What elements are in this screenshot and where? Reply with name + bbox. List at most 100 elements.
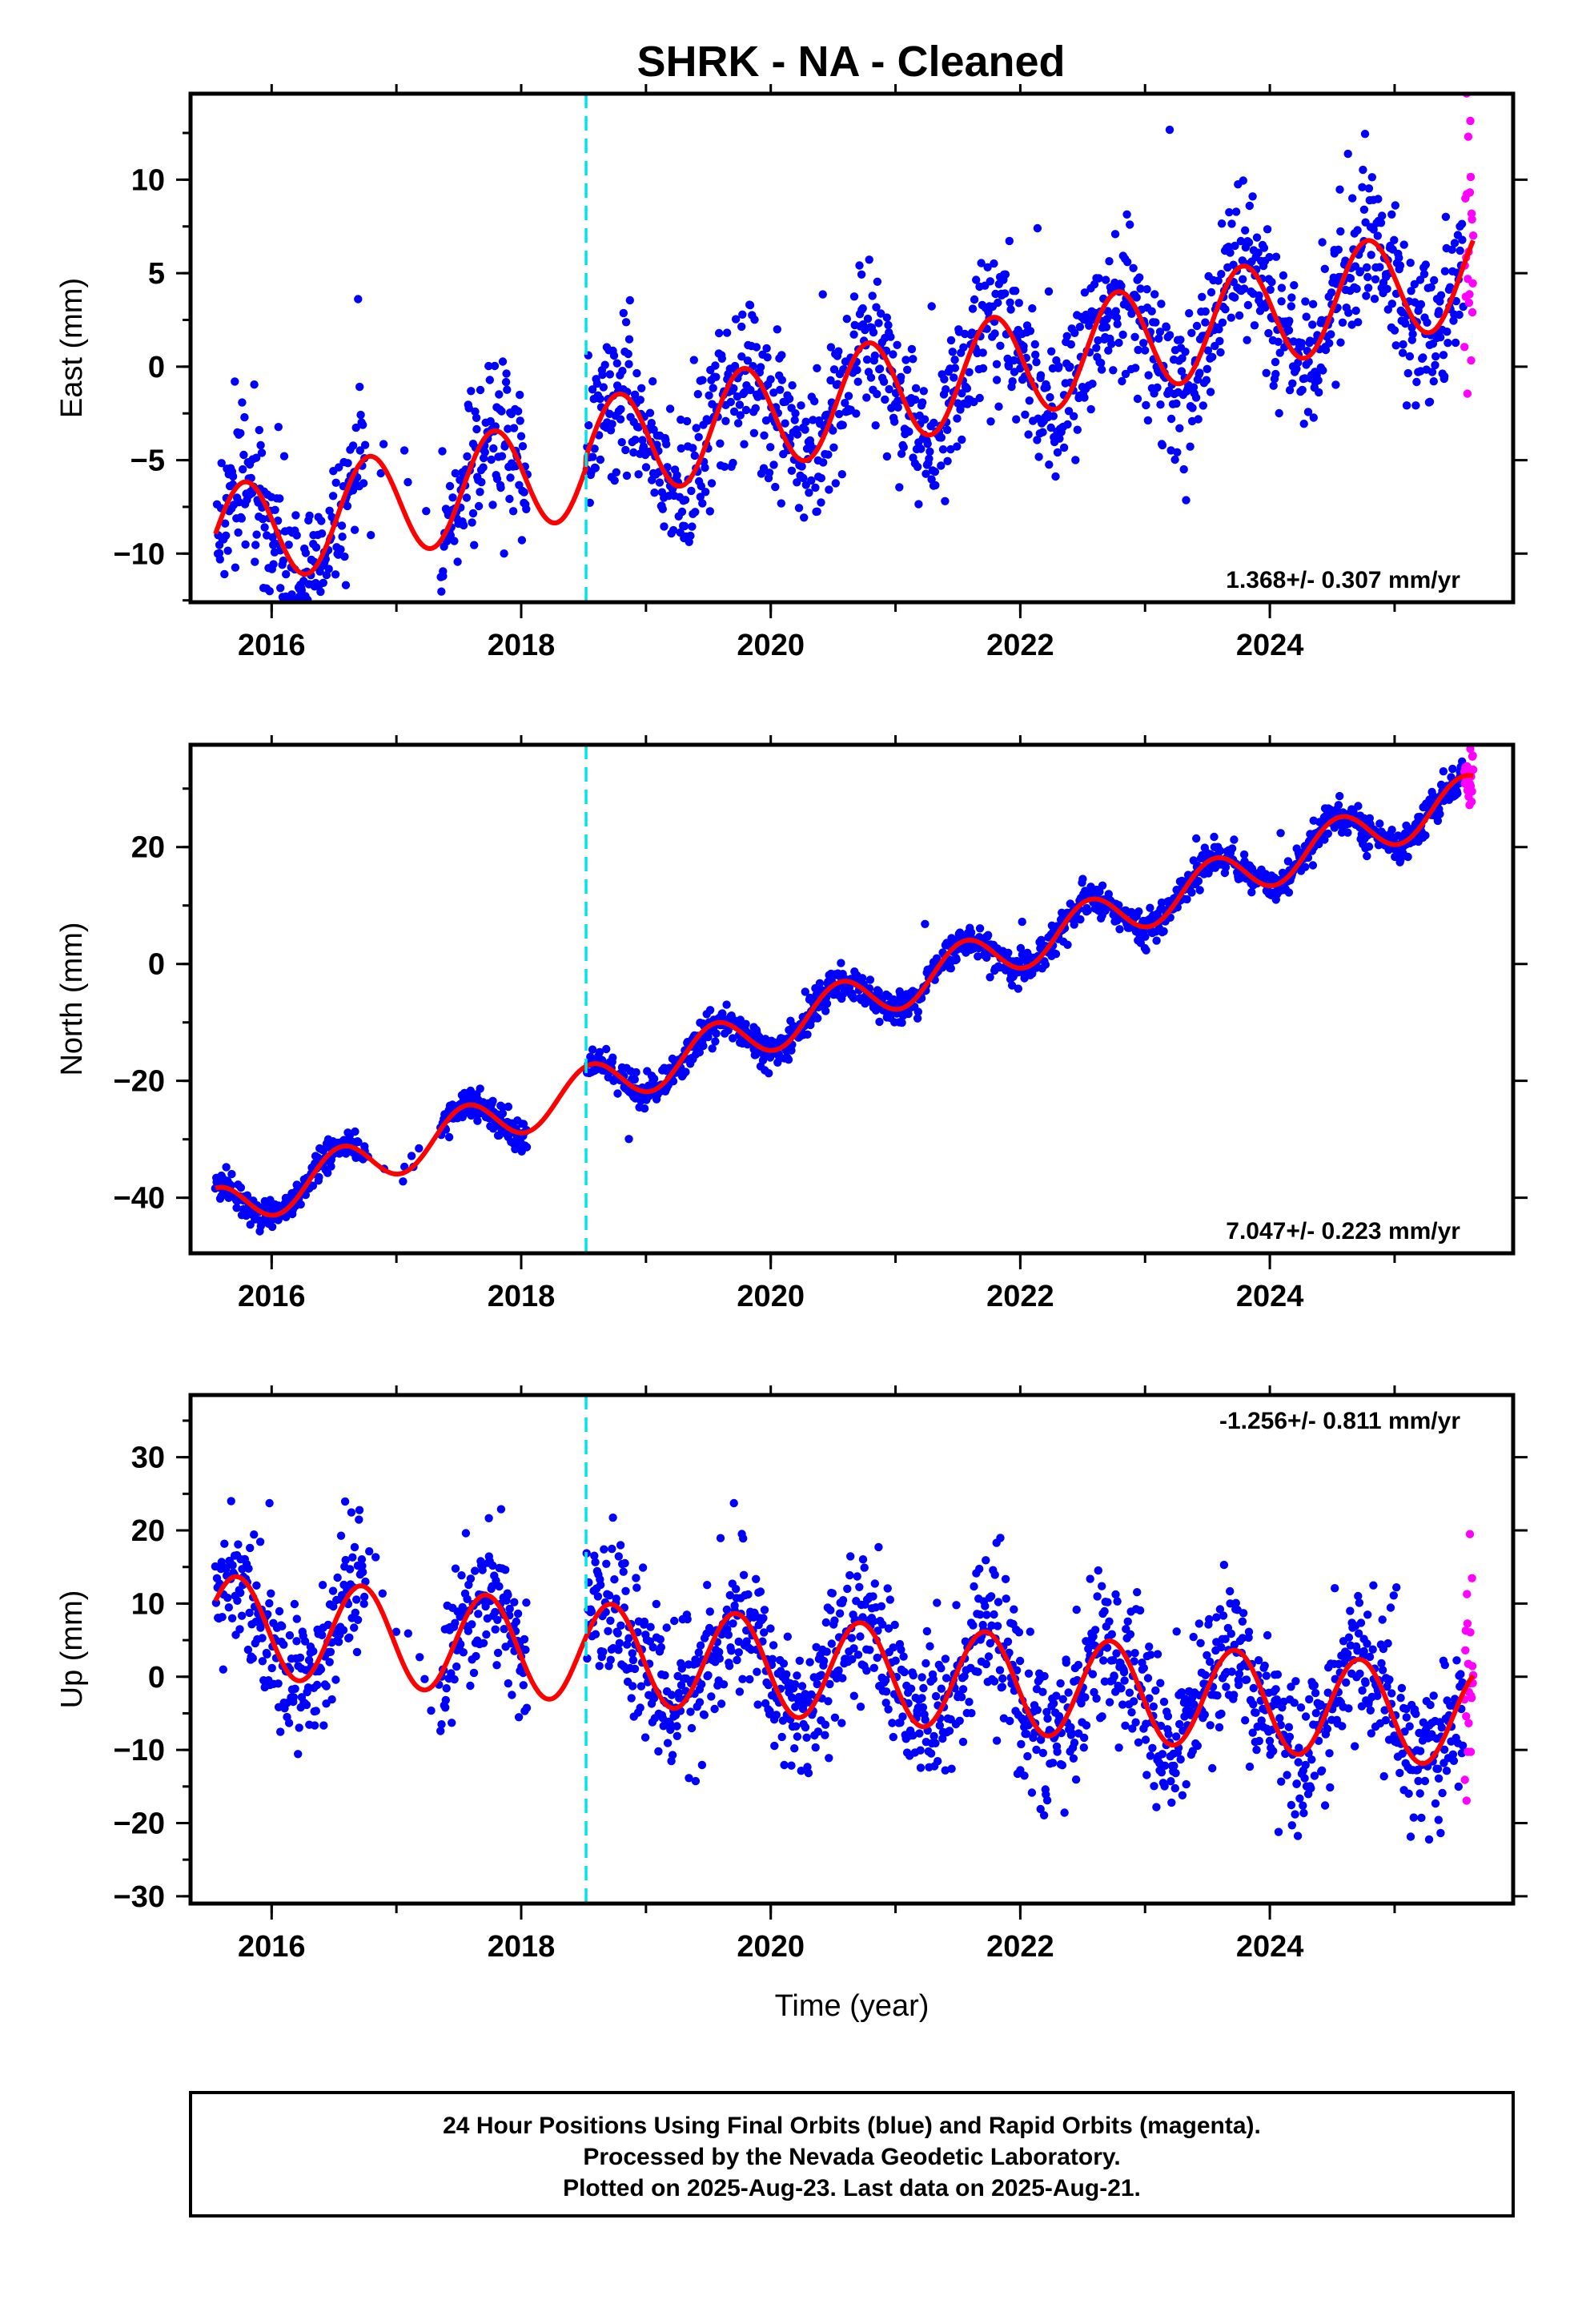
up-final-point xyxy=(331,1675,340,1684)
east-final-point xyxy=(323,617,331,625)
up-final-point xyxy=(285,1630,295,1640)
east-final-point xyxy=(1290,281,1299,290)
up-final-point xyxy=(1269,1747,1278,1755)
east-final-point xyxy=(756,363,765,372)
up-final-point xyxy=(704,1671,713,1680)
north-model-curve xyxy=(215,773,1474,1218)
up-final-point xyxy=(442,1684,451,1693)
east-final-point xyxy=(817,498,825,507)
up-final-point xyxy=(869,1592,877,1601)
east-final-point xyxy=(1046,423,1055,432)
up-final-point xyxy=(1208,1763,1217,1773)
up-final-point xyxy=(732,1585,741,1594)
up-final-point xyxy=(472,1651,480,1661)
up-final-point xyxy=(1170,1761,1178,1771)
up-final-point xyxy=(256,1623,265,1632)
up-final-point xyxy=(683,1614,692,1624)
up-final-point xyxy=(302,1700,311,1710)
up-final-point xyxy=(974,1667,982,1676)
north-final-point xyxy=(1187,888,1196,897)
east-final-point xyxy=(492,474,502,484)
up-final-point xyxy=(359,1568,367,1577)
east-final-point xyxy=(1387,210,1396,219)
east-final-point xyxy=(687,486,696,496)
up-final-point xyxy=(1171,1768,1180,1778)
up-final-point xyxy=(783,1632,792,1641)
up-final-point xyxy=(590,1551,599,1560)
up-final-point xyxy=(853,1572,861,1581)
up-final-point xyxy=(982,1556,990,1565)
up-final-point xyxy=(1126,1630,1135,1639)
east-final-point xyxy=(689,444,697,452)
east-final-point xyxy=(1297,339,1307,348)
up-final-point xyxy=(1252,1745,1261,1755)
up-final-point xyxy=(1378,1615,1387,1624)
east-final-point xyxy=(1208,352,1217,361)
east-final-point xyxy=(954,399,962,408)
east-final-point xyxy=(942,385,950,394)
east-final-point xyxy=(350,525,359,534)
up-final-point xyxy=(1072,1605,1081,1614)
east-final-point xyxy=(1156,400,1165,409)
up-final-point xyxy=(351,1608,359,1618)
north-final-point xyxy=(1435,810,1444,818)
east-final-point xyxy=(516,390,524,400)
east-final-point xyxy=(1321,345,1331,355)
up-final-point xyxy=(648,1642,657,1652)
east-final-point xyxy=(647,419,656,428)
north-final-point xyxy=(712,1029,721,1038)
east-rate-label: 1.368+/- 0.307 mm/yr xyxy=(1226,567,1460,593)
east-final-point xyxy=(1360,130,1370,139)
east-final-point xyxy=(1371,275,1380,283)
east-final-point xyxy=(805,489,813,497)
north-final-point xyxy=(1403,852,1412,862)
up-final-point xyxy=(295,1723,303,1732)
east-final-point xyxy=(1114,338,1123,348)
up-final-point xyxy=(1071,1775,1081,1784)
east-final-point xyxy=(1450,239,1460,247)
up-final-point xyxy=(752,1574,761,1584)
up-final-point xyxy=(937,1664,946,1673)
east-final-point xyxy=(1427,368,1437,376)
up-final-point xyxy=(889,1732,898,1742)
east-final-point xyxy=(1301,297,1310,306)
east-final-point xyxy=(340,552,349,561)
east-final-point xyxy=(1070,328,1079,337)
up-final-point xyxy=(604,1591,614,1600)
up-final-point xyxy=(917,1694,926,1703)
up-final-point xyxy=(466,1681,475,1691)
east-final-point xyxy=(1429,377,1439,386)
east-final-point xyxy=(1359,205,1369,214)
up-final-point xyxy=(1153,1650,1162,1659)
up-final-point xyxy=(777,1732,786,1742)
up-final-point xyxy=(727,1647,736,1655)
east-final-point xyxy=(899,443,908,452)
east-final-point xyxy=(1308,300,1318,308)
up-final-point xyxy=(223,1594,232,1602)
up-final-point xyxy=(628,1682,637,1691)
north-final-point xyxy=(1083,906,1093,915)
up-final-point xyxy=(352,1647,362,1657)
north-final-point xyxy=(323,1168,332,1177)
east-final-point xyxy=(885,384,893,394)
east-final-point xyxy=(881,395,889,404)
east-final-point xyxy=(853,365,861,375)
east-final-point xyxy=(990,259,998,268)
east-final-point xyxy=(501,377,511,387)
east-final-point xyxy=(826,343,836,352)
east-final-point xyxy=(234,528,243,537)
up-final-point xyxy=(969,1621,978,1630)
east-final-point xyxy=(467,387,476,396)
east-final-point xyxy=(1398,348,1407,357)
east-final-point xyxy=(1008,377,1017,386)
east-final-point xyxy=(610,476,619,485)
up-final-point xyxy=(870,1579,880,1588)
east-final-point xyxy=(1391,201,1400,210)
east-final-point xyxy=(705,391,713,400)
up-final-point xyxy=(1120,1676,1129,1685)
east-final-point xyxy=(1158,440,1167,450)
up-final-point xyxy=(843,1584,852,1594)
up-final-point xyxy=(692,1659,701,1668)
up-final-point xyxy=(1217,1642,1226,1652)
